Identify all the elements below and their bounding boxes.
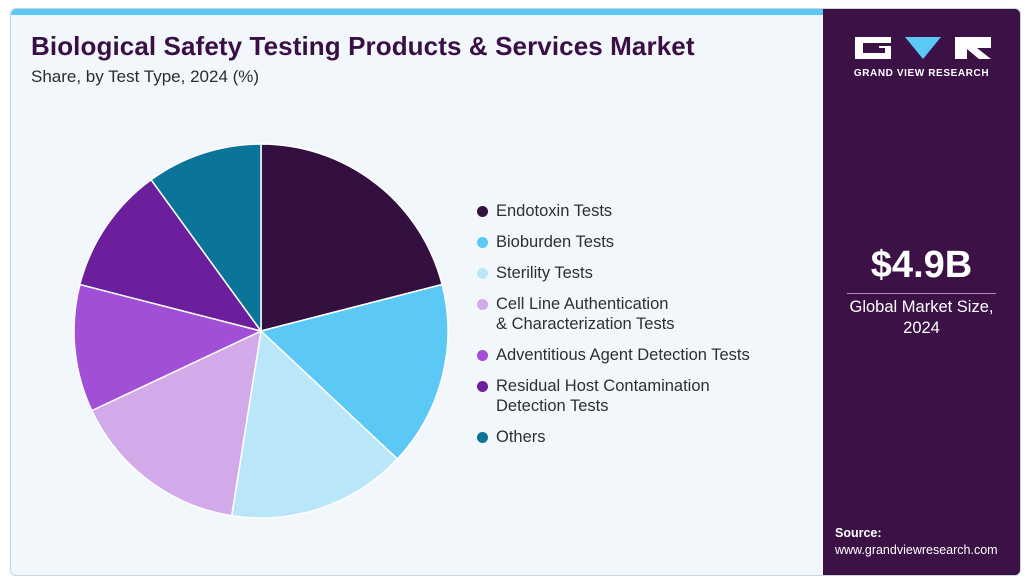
legend-label: Cell Line Authentication & Characterizat… xyxy=(496,295,675,333)
source-url[interactable]: www.grandviewresearch.com xyxy=(835,543,998,557)
legend-item: Sterility Tests xyxy=(477,263,750,283)
legend-swatch xyxy=(477,268,488,279)
gvr-logo-icon xyxy=(855,37,991,59)
market-size-caption-text: Global Market Size, 2024 xyxy=(849,298,994,337)
pie-chart xyxy=(73,143,449,519)
divider xyxy=(847,293,996,294)
legend-label: Sterility Tests xyxy=(496,264,593,282)
chart-card: Biological Safety Testing Products & Ser… xyxy=(10,8,1021,576)
pie-slice-4 xyxy=(73,283,264,412)
legend-label: Residual Host Contamination Detection Te… xyxy=(496,377,710,415)
legend-item: Others xyxy=(477,427,750,447)
legend-item: Endotoxin Tests xyxy=(477,201,750,221)
pie-slice-0 xyxy=(260,143,444,332)
market-size-value: $4.9B xyxy=(870,244,973,286)
legend-label: Bioburden Tests xyxy=(496,233,615,251)
brand-name: GRAND VIEW RESEARCH xyxy=(853,68,990,79)
legend-swatch xyxy=(477,206,488,217)
legend-swatch xyxy=(477,381,488,392)
pie-slice-5 xyxy=(78,178,263,333)
legend-item: Residual Host Contamination Detection Te… xyxy=(477,376,750,416)
pie-slice-3 xyxy=(90,329,262,517)
legend-swatch xyxy=(477,299,488,310)
legend-item: Adventitious Agent Detection Tests xyxy=(477,345,750,365)
source-label: Source: xyxy=(835,526,882,540)
legend-swatch xyxy=(477,432,488,443)
legend-item: Bioburden Tests xyxy=(477,232,750,252)
chart-title: Biological Safety Testing Products & Ser… xyxy=(31,31,695,61)
chart-subtitle: Share, by Test Type, 2024 (%) xyxy=(31,67,260,86)
legend-swatch xyxy=(477,350,488,361)
accent-bar xyxy=(11,9,823,15)
legend: Endotoxin Tests Bioburden Tests Sterility … xyxy=(477,201,750,458)
side-panel: GRAND VIEW RESEARCH $4.9B Global Market … xyxy=(823,9,1020,575)
legend-swatch xyxy=(477,237,488,248)
pie-slice-1 xyxy=(259,283,449,461)
legend-label: Adventitious Agent Detection Tests xyxy=(496,346,750,364)
legend-label: Endotoxin Tests xyxy=(496,202,613,220)
legend-label: Others xyxy=(496,428,546,446)
legend-item: Cell Line Authentication & Characterizat… xyxy=(477,294,750,334)
pie-slice-2 xyxy=(230,329,399,519)
pie-slice-6 xyxy=(150,143,262,334)
market-size-caption: Global Market Size, 2024 xyxy=(823,297,1020,339)
